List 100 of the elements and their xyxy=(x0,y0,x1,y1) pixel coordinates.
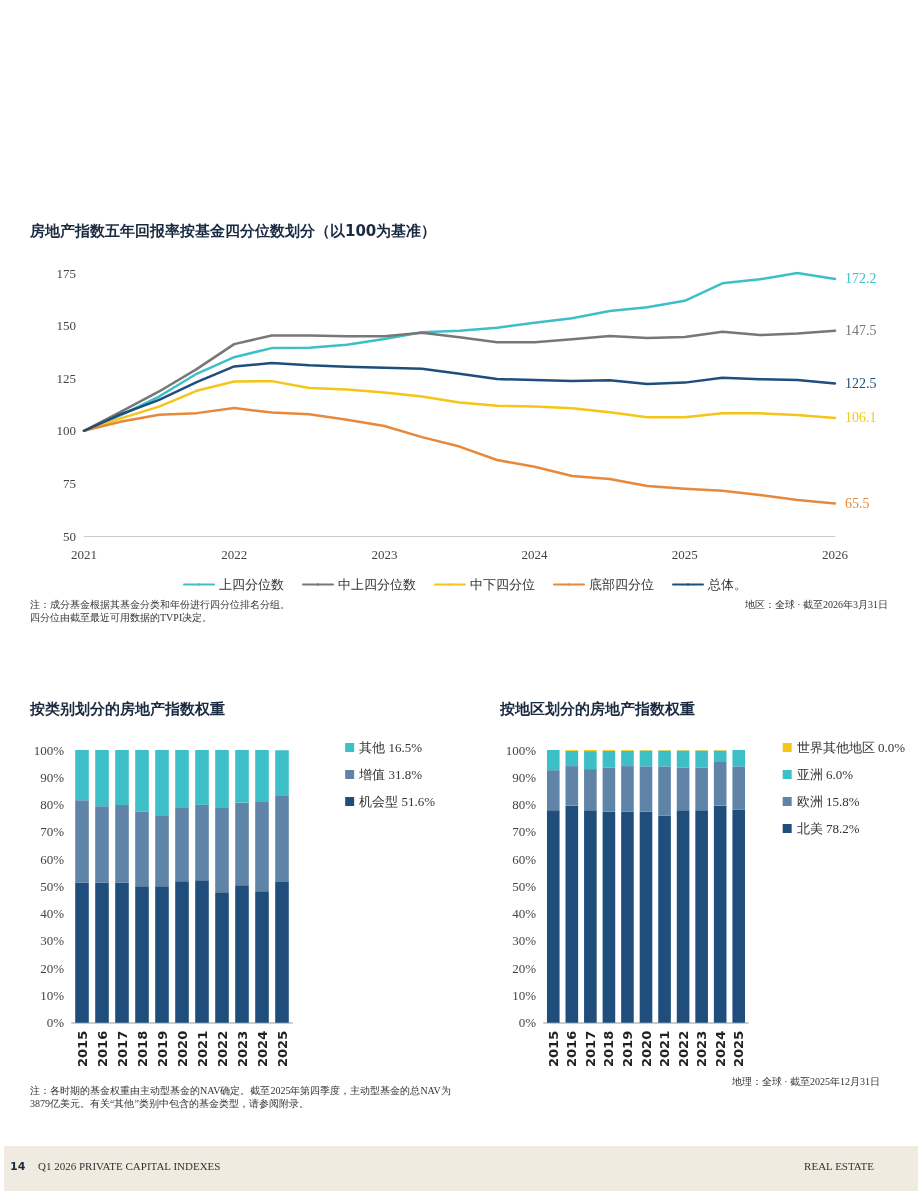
legend-label: 世界其他地区 0.0% xyxy=(796,740,906,755)
bar xyxy=(155,750,169,816)
bar xyxy=(95,806,109,883)
y-tick-label: 50% xyxy=(40,878,65,894)
x-tick-label: 2020 xyxy=(638,1030,654,1068)
bar xyxy=(546,770,560,811)
legend-label: 底部四分位 xyxy=(589,577,654,592)
bar xyxy=(175,750,189,809)
x-tick-label: 2015 xyxy=(74,1030,90,1068)
bar xyxy=(695,767,708,811)
x-tick-label: 2023 xyxy=(234,1030,250,1068)
y-tick-label: 100% xyxy=(505,742,537,758)
bar xyxy=(695,810,708,1023)
x-tick-label: 2019 xyxy=(154,1030,170,1068)
x-tick-label: 2022 xyxy=(214,1030,230,1068)
bar xyxy=(275,795,289,883)
y-tick-label: 60% xyxy=(40,851,65,867)
bar xyxy=(135,886,149,1023)
x-tick-label: 2018 xyxy=(601,1030,617,1068)
bar xyxy=(235,885,249,1023)
legend-label: 中上四分位数 xyxy=(338,577,416,592)
bar xyxy=(235,802,249,886)
bar xyxy=(584,769,597,811)
bar xyxy=(602,811,616,1023)
bar xyxy=(115,805,129,883)
y-tick-label: 125 xyxy=(56,370,76,386)
bar xyxy=(732,750,746,767)
x-tick-label: 2024 xyxy=(521,547,549,562)
text: 地区：全球 · 截至2026年3月31日 xyxy=(744,598,888,611)
y-tick-label: 0% xyxy=(518,1015,537,1031)
bar xyxy=(175,881,189,1023)
bar xyxy=(255,801,269,892)
bar xyxy=(215,808,229,893)
text: 地理：全球 · 截至2025年12月31日 xyxy=(731,1075,880,1088)
x-tick-label: 2017 xyxy=(582,1030,598,1068)
y-tick-label: 20% xyxy=(40,960,65,976)
legend-label: 上四分位数 xyxy=(219,577,284,592)
bar xyxy=(135,811,149,887)
bar xyxy=(621,766,634,812)
bar xyxy=(175,808,189,882)
line-series xyxy=(82,406,837,505)
y-tick-label: 40% xyxy=(512,906,537,922)
bar xyxy=(565,750,579,767)
bar xyxy=(639,750,653,767)
y-tick-label: 50 xyxy=(63,528,76,544)
x-tick-label: 2023 xyxy=(694,1030,710,1068)
legend-label: 增值 31.8% xyxy=(358,767,423,782)
bar xyxy=(695,750,708,768)
text: 14 xyxy=(10,1160,26,1173)
bar xyxy=(602,767,616,812)
legend-label: 中下四分位 xyxy=(470,577,535,592)
chart-title: 按类别划分的房地产指数权重 xyxy=(30,700,225,719)
y-tick-label: 30% xyxy=(512,933,537,949)
bar xyxy=(195,750,209,805)
x-tick-label: 2019 xyxy=(619,1030,635,1068)
y-tick-label: 100% xyxy=(33,742,65,758)
x-tick-label: 2025 xyxy=(671,547,698,562)
y-tick-label: 60% xyxy=(512,851,537,867)
bar xyxy=(713,750,727,762)
legend-label: 欧洲 15.8% xyxy=(796,794,860,809)
y-tick-label: 10% xyxy=(40,988,65,1004)
x-tick-label: 2020 xyxy=(174,1030,190,1068)
x-tick-label: 2023 xyxy=(371,547,398,562)
x-tick-label: 2025 xyxy=(731,1030,747,1068)
line-series xyxy=(82,361,837,433)
bar xyxy=(584,810,597,1023)
bar xyxy=(195,804,209,881)
data-label: 172.2 xyxy=(845,271,877,287)
bar xyxy=(95,882,109,1023)
bar xyxy=(621,750,634,767)
x-tick-label: 2016 xyxy=(564,1030,580,1068)
chart-title: 按地区划分的房地产指数权重 xyxy=(500,700,695,719)
y-tick-label: 20% xyxy=(512,960,537,976)
y-tick-label: 90% xyxy=(40,769,65,785)
bar xyxy=(95,750,109,807)
bar xyxy=(115,882,129,1023)
bar xyxy=(676,810,690,1023)
bar xyxy=(565,805,579,1023)
data-label: 122.5 xyxy=(845,375,877,391)
bar xyxy=(115,750,129,806)
bar xyxy=(676,750,690,768)
bar xyxy=(155,815,169,887)
x-tick-label: 2016 xyxy=(94,1030,110,1068)
bar xyxy=(275,750,289,796)
bar xyxy=(732,809,746,1023)
text: Q1 2026 PRIVATE CAPITAL INDEXES xyxy=(38,1160,221,1173)
x-tick-label: 2018 xyxy=(134,1030,150,1068)
legend-label: 亚洲 6.0% xyxy=(796,767,854,782)
x-tick-label: 2022 xyxy=(221,547,248,562)
bar xyxy=(255,750,269,802)
text: 四分位由截至最近可用数据的TVPI决定。 xyxy=(30,611,213,624)
y-tick-label: 150 xyxy=(56,318,76,334)
x-tick-label: 2017 xyxy=(114,1030,130,1068)
bar xyxy=(195,880,209,1023)
bar xyxy=(75,800,89,883)
bar xyxy=(75,882,89,1023)
x-tick-label: 2021 xyxy=(657,1030,673,1068)
bar xyxy=(713,762,727,806)
legend-label: 北美 78.2% xyxy=(796,821,860,836)
x-tick-label: 2021 xyxy=(194,1030,210,1068)
